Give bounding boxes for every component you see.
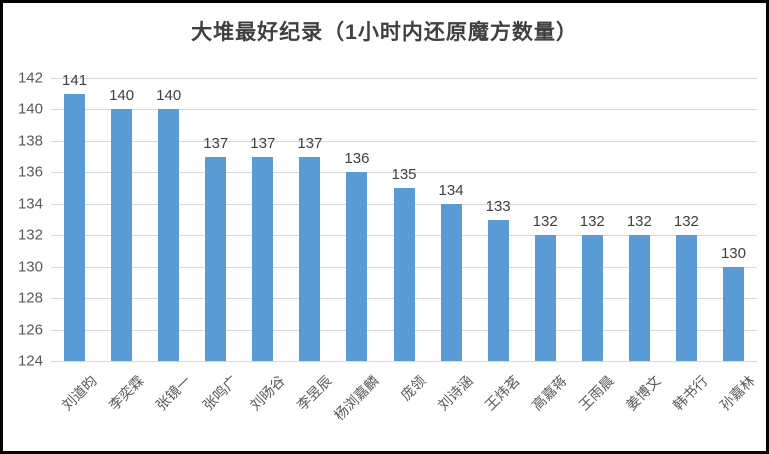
value-label: 132	[532, 213, 558, 231]
gridline-y-136	[51, 172, 757, 174]
value-label: 137	[297, 134, 323, 152]
x-axis-category-label: 刘道昀	[58, 372, 100, 414]
chart-title: 大堆最好纪录（1小时内还原魔方数量）	[191, 21, 578, 44]
value-label: 135	[391, 166, 417, 184]
x-axis-category-label: 杨浏嘉麟	[330, 372, 382, 424]
x-axis-category-label: 韩书行	[670, 372, 712, 414]
gridline-y-142	[51, 78, 757, 79]
bar-刘旸谷	[252, 156, 274, 361]
bar-张镜一	[158, 109, 180, 361]
y-axis-tick-label: 126	[17, 321, 43, 339]
bar-孙嘉林	[722, 266, 744, 361]
value-label: 140	[156, 87, 182, 105]
y-axis-tick-label: 140	[17, 100, 43, 118]
bar-高嘉蒋	[534, 235, 556, 361]
bar-李奕霖	[111, 109, 133, 361]
bar-刘诗涵	[440, 203, 462, 361]
value-label: 137	[203, 134, 229, 152]
bar-王雨晨	[581, 235, 603, 361]
x-axis-category-label: 张镜一	[152, 372, 194, 414]
y-axis-tick-label: 136	[17, 163, 43, 181]
x-axis-category-label: 刘诗涵	[434, 372, 476, 414]
x-axis-category-label: 庞领	[397, 372, 429, 404]
gridline-y-124	[51, 361, 757, 362]
x-axis-labels: 刘道昀 李奕霖 张镜一 张鸣广 刘旸谷 李昱辰 杨浏嘉麟 庞领 刘诗涵 王炜茗 高嘉蒋 王雨晨 姜博文韩…	[51, 361, 759, 451]
x-axis-category-label: 王炜茗	[481, 372, 523, 414]
value-label: 130	[720, 244, 746, 262]
bar-刘道昀	[64, 93, 86, 361]
value-label: 136	[344, 150, 370, 168]
value-label: 137	[250, 134, 276, 152]
value-label: 134	[438, 181, 464, 199]
y-axis-tick-label: 134	[17, 195, 43, 213]
value-label: 132	[673, 213, 699, 231]
gridline-y-138	[51, 140, 757, 142]
x-axis-category-label: 高嘉蒋	[528, 372, 570, 414]
y-axis-tick-label: 130	[17, 258, 43, 276]
bar-张鸣广	[205, 156, 227, 361]
x-axis-category-label: 刘旸谷	[246, 372, 288, 414]
y-axis-tick-label: 138	[17, 132, 43, 150]
x-axis-category-label: 孙嘉林	[717, 372, 759, 414]
value-label: 132	[626, 213, 652, 231]
y-axis-tick-label: 142	[17, 69, 43, 87]
value-label: 133	[485, 197, 511, 215]
y-axis-tick-label: 124	[17, 352, 43, 370]
y-axis-tick-label: 128	[17, 289, 43, 307]
value-label: 141	[62, 71, 88, 89]
bar-王炜茗	[487, 219, 509, 361]
gridline-y-140	[51, 109, 757, 111]
bar-姜博文	[628, 235, 650, 361]
bar-庞领	[393, 188, 415, 361]
value-label: 132	[579, 213, 605, 231]
y-axis-tick-label: 132	[17, 226, 43, 244]
x-axis-category-label: 李奕霖	[105, 372, 147, 414]
value-label: 140	[109, 87, 135, 105]
bar-杨浏嘉麟	[346, 172, 368, 361]
bar-李昱辰	[299, 156, 321, 361]
x-axis-category-label: 张鸣广	[199, 372, 241, 414]
x-axis-category-label: 姜博文	[623, 372, 665, 414]
x-axis-category-label: 王雨晨	[575, 372, 617, 414]
bar-韩书行	[675, 235, 697, 361]
plot-area: 124 126 128 130 132 134 136 138 140 142 141 140 140 1…	[18, 70, 757, 370]
x-axis-category-label: 李昱辰	[293, 372, 335, 414]
